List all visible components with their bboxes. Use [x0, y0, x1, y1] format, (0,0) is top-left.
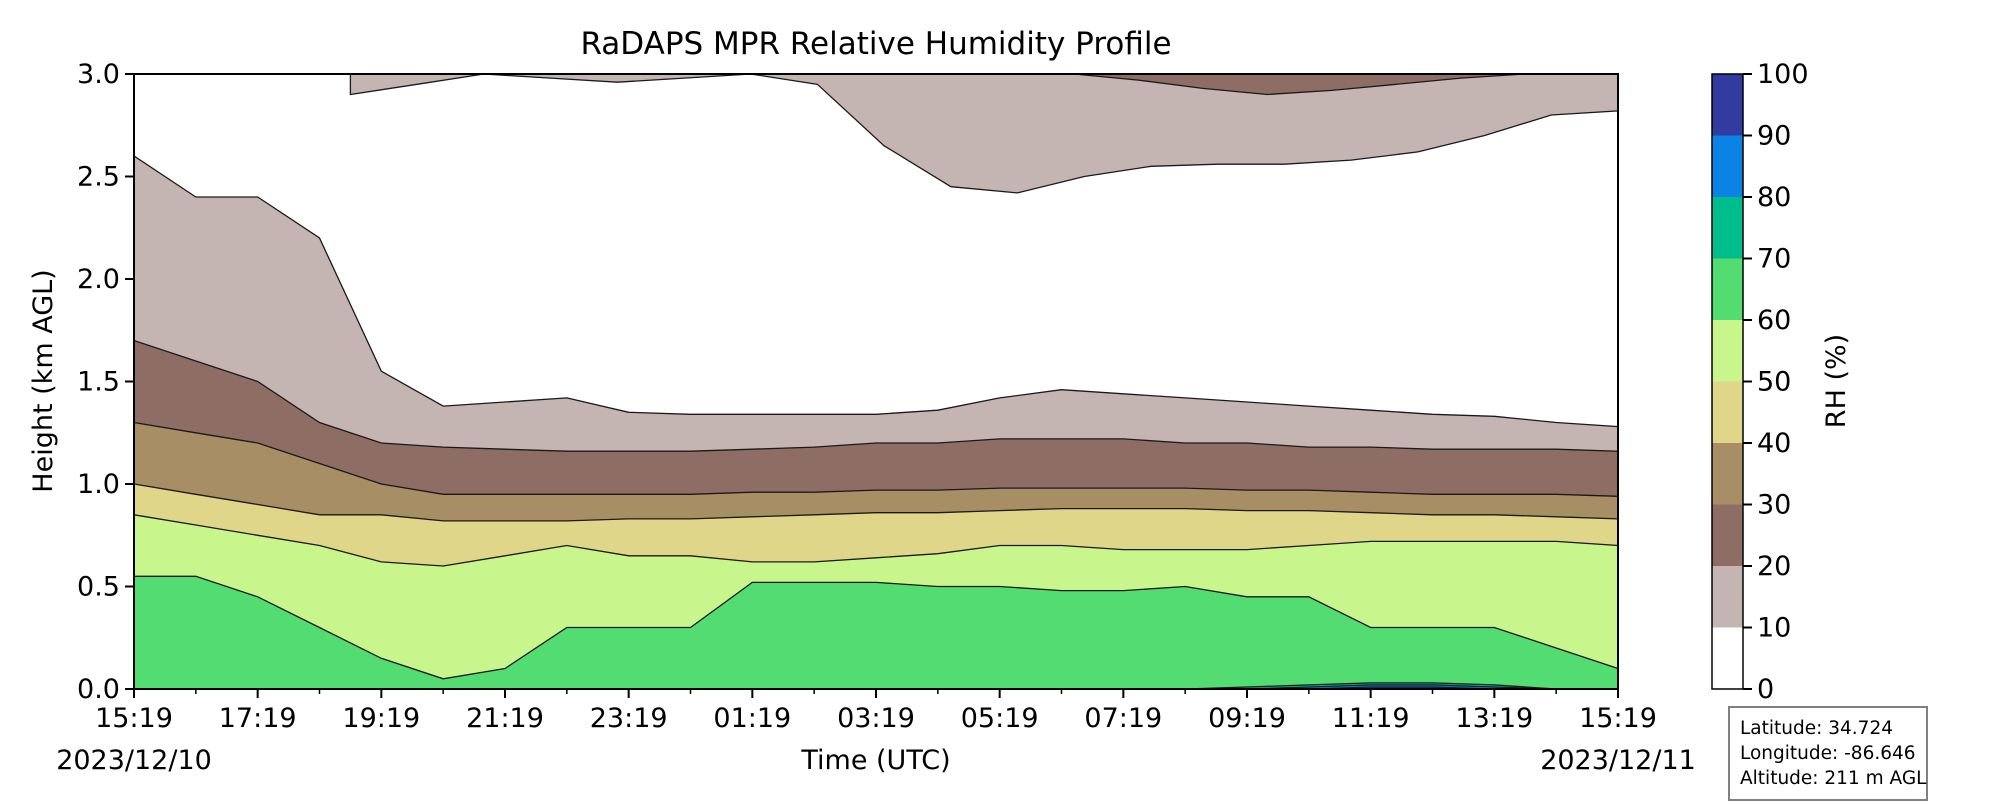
y-axis-label: Height (km AGL)	[28, 269, 59, 492]
x-tick-label: 09:19	[1208, 703, 1286, 734]
upper-dry-layer	[349, 73, 1619, 194]
colorbar-swatch	[1712, 135, 1743, 197]
x-tick-label: 19:19	[342, 703, 420, 734]
colorbar-tick-label: 100	[1757, 59, 1809, 90]
colorbar-swatch	[1712, 627, 1743, 689]
x-date-end: 2023/12/11	[1540, 745, 1696, 776]
colorbar-swatch	[1712, 74, 1743, 136]
colorbar-tick-label: 90	[1757, 121, 1791, 152]
station-info-box: Latitude: 34.724 Longitude: -86.646 Alti…	[1728, 706, 1928, 801]
x-tick-label: 17:19	[219, 703, 297, 734]
y-tick-label: 3.0	[77, 59, 120, 90]
y-tick-label: 0.5	[77, 572, 120, 603]
x-tick-label: 13:19	[1455, 703, 1533, 734]
colorbar-swatch	[1712, 443, 1743, 505]
plot-area	[133, 74, 1619, 690]
x-tick-label: 15:19	[95, 703, 173, 734]
colorbar-tick-label: 40	[1757, 428, 1791, 459]
colorbar-tick-label: 80	[1757, 182, 1791, 213]
colorbar-swatch	[1712, 258, 1743, 320]
chart-title: RaDAPS MPR Relative Humidity Profile	[580, 26, 1171, 62]
y-tick-label: 1.0	[77, 469, 120, 500]
colorbar-tick-label: 70	[1757, 244, 1791, 275]
y-tick-label: 2.0	[77, 264, 120, 295]
x-tick-label: 15:19	[1579, 703, 1657, 734]
colorbar-tick-label: 0	[1757, 674, 1774, 705]
colorbar-label: RH (%)	[1821, 334, 1852, 428]
colorbar-tick-label: 30	[1757, 490, 1791, 521]
plot-frame	[133, 73, 1619, 690]
y-tick-label: 0.0	[77, 674, 120, 705]
colorbar-tick-label: 60	[1757, 305, 1791, 336]
x-tick-label: 01:19	[713, 703, 791, 734]
x-tick-label: 03:19	[837, 703, 915, 734]
y-tick-label: 1.5	[77, 367, 120, 398]
colorbar-swatch	[1712, 197, 1743, 259]
colorbar-swatch	[1712, 381, 1743, 443]
colorbar-tick-label: 10	[1757, 613, 1791, 644]
x-axis-label: Time (UTC)	[800, 745, 950, 776]
altitude-text: Altitude: 211 m AGL	[1740, 768, 1927, 789]
rh-upper-band-10	[349, 73, 1619, 194]
y-axis: 0.0 0.5 1.0 1.5 2.0 2.5 3.0	[77, 59, 134, 705]
colorbar-tick-label: 50	[1757, 367, 1791, 398]
x-tick-label: 07:19	[1084, 703, 1162, 734]
x-date-start: 2023/12/10	[56, 745, 212, 776]
x-tick-label: 21:19	[466, 703, 544, 734]
rh-band-60	[133, 575, 1619, 690]
colorbar-swatch	[1712, 566, 1743, 628]
x-tick-label: 05:19	[961, 703, 1039, 734]
colorbar-tick-label: 20	[1757, 551, 1791, 582]
x-tick-label: 23:19	[590, 703, 668, 734]
x-tick-label: 11:19	[1332, 703, 1410, 734]
y-tick-label: 2.5	[77, 162, 120, 193]
colorbar: 0 10 20 30 40 50 60 70 80 90 100	[1711, 59, 1809, 705]
longitude-text: Longitude: -86.646	[1740, 743, 1916, 764]
colorbar-swatch	[1712, 504, 1743, 566]
x-axis: 15:19 17:19 19:19 21:19 23:19 01:19 03:19 05:19…	[95, 689, 1657, 734]
latitude-text: Latitude: 34.724	[1740, 718, 1893, 739]
colorbar-swatch	[1712, 320, 1743, 382]
rh-upper-band-20	[1073, 73, 1526, 96]
